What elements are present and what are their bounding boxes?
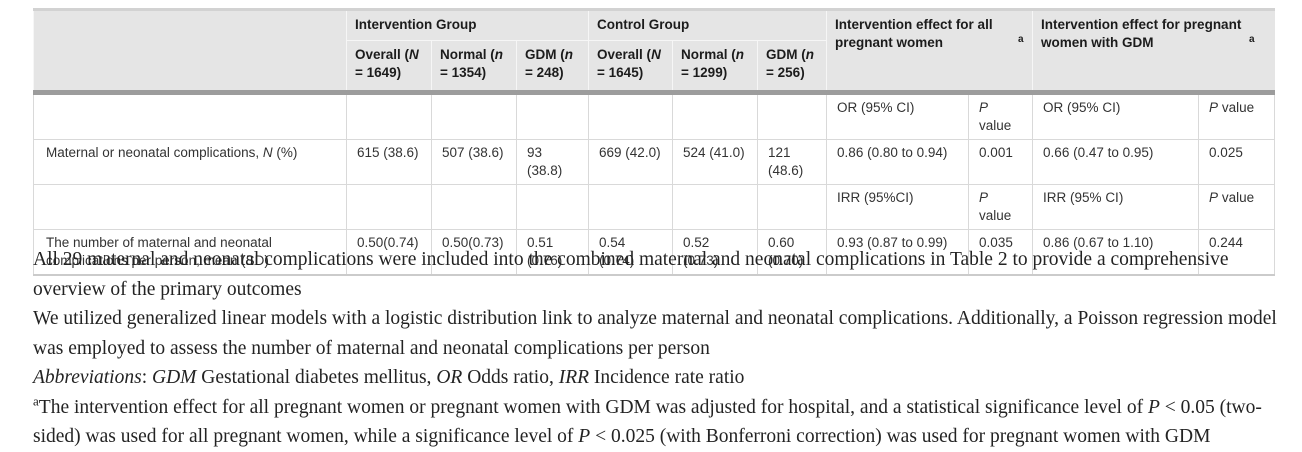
col-group-control-label: Control Group	[597, 17, 690, 32]
value-cell: 0.52 (0.73)	[672, 229, 759, 276]
subcol-intervention-overall: Overall (N = 1649)	[346, 40, 432, 93]
header-group-row: Intervention Group Control Group Interve…	[33, 9, 1275, 93]
table-footnotes: All 29 maternal and neonatal complicatio…	[33, 245, 1280, 452]
effect-estimate-cell: 0.86 (0.80 to 0.94)	[826, 139, 970, 185]
value-cell: 0.54 (0.74)	[588, 229, 674, 276]
footnote-a-marker: a	[1018, 33, 1024, 45]
row-label: The number of maternal and neonatal comp…	[33, 229, 347, 276]
p-value-label-cell: P value	[968, 184, 1034, 230]
subcol-control-normal: Normal (n = 1299)	[672, 40, 758, 93]
footnote-abbreviations: Abbreviations: GDM Gestational diabetes …	[33, 367, 745, 388]
empty-cell	[757, 90, 828, 140]
estimate-label-cell: IRR (95%CI)	[826, 184, 970, 230]
col-group-effect-gdm-label: Intervention effect for pregnant women w…	[1041, 17, 1242, 50]
p-value-label-cell: P value	[968, 90, 1034, 140]
empty-cell	[33, 184, 347, 230]
estimate-label-cell: OR (95% CI)	[1032, 90, 1200, 140]
col-group-effect-all-label: Intervention effect for all pregnant wom…	[835, 17, 993, 50]
outcomes-table-container: Intervention Group Control Group Interve…	[33, 8, 1276, 276]
value-cell: 615 (38.6)	[346, 139, 432, 185]
col-group-intervention-label: Intervention Group	[355, 17, 477, 32]
footnote-a-marker: a	[33, 393, 39, 408]
effect-estimate-cell: 0.66 (0.47 to 0.95)	[1032, 139, 1200, 185]
effect-estimate-cell: 0.93 (0.87 to 0.99)	[826, 229, 970, 276]
empty-cell	[346, 184, 432, 230]
value-cell: 669 (42.0)	[588, 139, 674, 185]
empty-cell	[515, 90, 590, 140]
table-corner-cell	[33, 9, 347, 93]
row-label: Maternal or neonatal complications, N (%…	[33, 139, 347, 185]
value-cell: 0.50(0.74)	[346, 229, 432, 276]
empty-cell	[588, 90, 674, 140]
value-cell: 524 (41.0)	[672, 139, 759, 185]
empty-cell	[33, 90, 347, 140]
col-group-control: Control Group	[588, 9, 827, 41]
effect-estimate-cell: 0.86 (0.67 to 1.10)	[1032, 229, 1200, 276]
value-cell: 0.60 (0.70)	[757, 229, 828, 276]
empty-cell	[431, 184, 517, 230]
value-cell: 0.51 (0.76)	[515, 229, 590, 276]
value-cell: 121 (48.6)	[757, 139, 828, 185]
header-subcol-row: Overall (N = 1649) Normal (n = 1354) GDM…	[34, 40, 1275, 93]
empty-cell	[346, 90, 432, 140]
col-group-effect-gdm: Intervention effect for pregnant women w…	[1032, 9, 1275, 93]
empty-cell	[757, 184, 828, 230]
footnote-scope: All 29 maternal and neonatal complicatio…	[33, 249, 1229, 300]
p-value-cell: 0.025	[1198, 139, 1276, 185]
estimate-label-cell: IRR (95% CI)	[1032, 184, 1200, 230]
subcol-intervention-gdm: GDM (n = 248)	[515, 40, 589, 93]
p-value-label-cell: P value	[1198, 184, 1276, 230]
value-cell: 0.50(0.73)	[431, 229, 517, 276]
row-mean-complications: The number of maternal and neonatal comp…	[33, 229, 1276, 276]
col-group-effect-all: Intervention effect for all pregnant wom…	[826, 9, 1033, 93]
outcomes-table: Intervention Group Control Group Interve…	[33, 8, 1276, 276]
footnote-methods: We utilized generalized linear models wi…	[33, 308, 1277, 359]
value-cell: 507 (38.6)	[431, 139, 517, 185]
empty-cell	[672, 90, 759, 140]
footnote-a: aThe intervention effect for all pregnan…	[33, 393, 1262, 447]
col-group-intervention: Intervention Group	[345, 9, 589, 41]
subcol-control-gdm: GDM (n = 256)	[757, 40, 827, 93]
estimate-label-cell: OR (95% CI)	[826, 90, 970, 140]
p-value-label-cell: P value	[1198, 90, 1276, 140]
row-maternal-complications: Maternal or neonatal complications, N (%…	[33, 139, 1276, 185]
empty-cell	[515, 184, 590, 230]
empty-cell	[431, 90, 517, 140]
p-value-cell: 0.001	[968, 139, 1034, 185]
p-value-cell: 0.035	[968, 229, 1034, 276]
value-cell: 93 (38.8)	[515, 139, 590, 185]
empty-cell	[588, 184, 674, 230]
p-value-cell: 0.244	[1198, 229, 1276, 276]
subcol-control-overall: Overall (N = 1645)	[588, 40, 673, 93]
row-irr-labels: IRR (95%CI) P value IRR (95% CI) P value	[33, 184, 1276, 230]
footnote-a-marker: a	[1249, 33, 1255, 45]
subcol-intervention-normal: Normal (n = 1354)	[431, 40, 517, 93]
empty-cell	[672, 184, 759, 230]
row-or-labels: OR (95% CI) P value OR (95% CI) P value	[33, 90, 1276, 140]
